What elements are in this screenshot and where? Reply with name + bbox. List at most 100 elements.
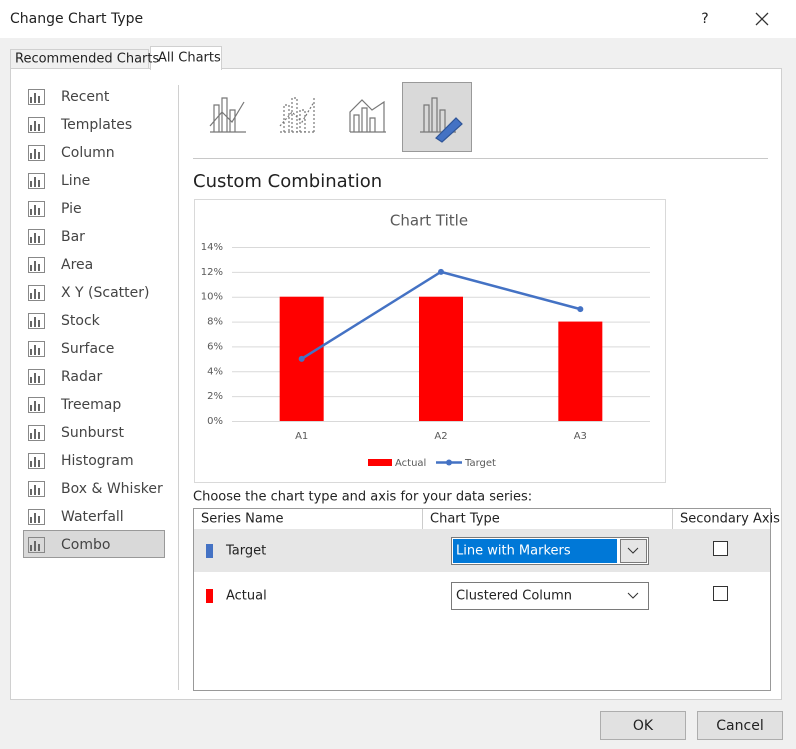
chart-type-item[interactable]: Line (28, 173, 91, 189)
chart-type-icon (30, 233, 40, 243)
chart-type-label[interactable]: Line (61, 173, 90, 189)
chart-type-label[interactable]: Templates (60, 117, 132, 133)
chart: 0% 2% 4% 6% 8% 10% 12% 14% A1 A2 A3 Actual Target (201, 242, 650, 469)
y-tick-label: 10% (201, 292, 223, 303)
dropdown-arrow (627, 547, 639, 554)
legend-swatch (446, 459, 452, 466)
y-tick-label: 4% (207, 366, 223, 377)
chart-type-item[interactable]: Combo (28, 537, 111, 553)
tab-label[interactable]: All Charts (158, 51, 221, 66)
chart-type-label[interactable]: Surface (61, 341, 114, 357)
table-caption: Choose the chart type and axis for your … (193, 490, 532, 505)
column-header: Chart Type (430, 512, 500, 527)
chart-type-label[interactable]: X Y (Scatter) (61, 285, 149, 301)
chart-type-label[interactable]: Radar (61, 369, 102, 385)
chart-type-icon (28, 369, 45, 385)
secondary-axis-checkbox[interactable] (713, 541, 728, 556)
series-name: Target (225, 544, 266, 559)
y-tick-label: 2% (207, 391, 223, 402)
chart-type-icon (28, 537, 45, 553)
marker (298, 355, 305, 362)
close-button[interactable] (755, 12, 769, 26)
chart-type-label[interactable]: Stock (61, 313, 101, 329)
y-tick-label: 6% (207, 341, 223, 352)
series-swatch (206, 589, 213, 603)
legend-label: Target (464, 458, 496, 469)
chart-type-item[interactable]: Templates (28, 117, 133, 133)
subtype-icon[interactable] (349, 99, 386, 133)
chart-type-item[interactable]: Surface (28, 341, 115, 357)
chart-type-item[interactable]: Pie (28, 201, 82, 217)
chart-type-icon (30, 205, 40, 215)
chart-type-label[interactable]: Waterfall (61, 509, 124, 525)
subtype-icon-pen (435, 117, 463, 143)
chart-type-label[interactable]: Recent (61, 89, 110, 105)
ok-button[interactable] (600, 711, 686, 740)
chart-type-icon (28, 313, 45, 329)
chart-type-item[interactable]: Column (28, 145, 115, 161)
chart-type-icon (28, 201, 45, 217)
chart-type-label[interactable]: Pie (61, 201, 82, 217)
subtype-icon[interactable] (420, 97, 456, 133)
chart-type-label[interactable]: Column (61, 145, 115, 161)
chart-type-icon (30, 485, 40, 495)
window-title: Change Chart Type (10, 11, 143, 27)
chart-type-icon (28, 89, 45, 105)
chart-type-label[interactable]: Histogram (61, 453, 134, 469)
chart-type-item[interactable]: X Y (Scatter) (28, 285, 150, 301)
cancel-button[interactable] (697, 711, 783, 740)
chart-type-item[interactable]: Recent (28, 89, 110, 105)
dropdown-highlight (453, 539, 617, 563)
chart-type-item[interactable]: Treemap (28, 397, 122, 413)
tab-label[interactable]: Recommended Charts (15, 52, 159, 67)
help-button[interactable]: ? (701, 11, 708, 27)
chart-type-value[interactable]: Line with Markers (456, 544, 571, 559)
series-swatch (206, 544, 213, 558)
chart-type-value[interactable]: Clustered Column (456, 589, 572, 604)
chart-type-item[interactable]: Area (28, 257, 94, 273)
chart-type-icon (30, 345, 40, 355)
y-tick-label: 0% (207, 416, 223, 427)
chart-type-icon (28, 341, 45, 357)
chart-type-item[interactable]: Radar (28, 369, 103, 385)
dropdown-button[interactable] (620, 539, 647, 563)
chart-type-item[interactable]: Bar (28, 229, 86, 245)
chart-type-dropdown[interactable] (451, 582, 649, 610)
chart-type-icon (28, 257, 45, 273)
button-label[interactable]: OK (633, 718, 654, 734)
chart-type-icon (30, 149, 40, 159)
tab-join (151, 68, 221, 71)
chart-type-item[interactable]: Stock (28, 313, 101, 329)
chart-type-icon (28, 481, 45, 497)
chart-type-icon (28, 397, 45, 413)
chart-type-icon (30, 121, 40, 131)
chart-type-icon (28, 285, 45, 301)
x-tick-label: A2 (434, 431, 447, 442)
chart-type-item[interactable]: Box & Whisker (28, 481, 163, 497)
chart-type-icon (30, 177, 40, 187)
chart-type-icon (30, 401, 40, 411)
button-label[interactable]: Cancel (716, 718, 763, 734)
chart-type-label[interactable]: Combo (61, 537, 110, 553)
chart-type-item[interactable]: Histogram (28, 453, 134, 469)
tab[interactable] (10, 49, 149, 69)
marker (577, 306, 584, 313)
chart-type-label[interactable]: Treemap (60, 397, 121, 413)
chart-type-label[interactable]: Sunburst (61, 425, 124, 441)
chart-type-icon (28, 453, 45, 469)
chart-type-label[interactable]: Bar (61, 229, 85, 245)
chart-type-icon (28, 509, 45, 525)
subtype-icon[interactable] (209, 97, 246, 133)
title-bar (0, 0, 796, 38)
x-tick-label: A1 (295, 431, 308, 442)
chart-type-label[interactable]: Area (61, 257, 93, 273)
chart-type-item[interactable]: Waterfall (28, 509, 124, 525)
chart-type-icon (30, 373, 40, 383)
chart-type-label[interactable]: Box & Whisker (61, 481, 163, 497)
chart-type-list: Recent Templates Column Line Pie Bar Area X Y (… (28, 89, 163, 553)
series-name: Actual (226, 589, 267, 604)
chart-type-item[interactable]: Sunburst (28, 425, 125, 441)
subtype-icon[interactable] (279, 97, 316, 133)
secondary-axis-checkbox[interactable] (713, 586, 728, 601)
